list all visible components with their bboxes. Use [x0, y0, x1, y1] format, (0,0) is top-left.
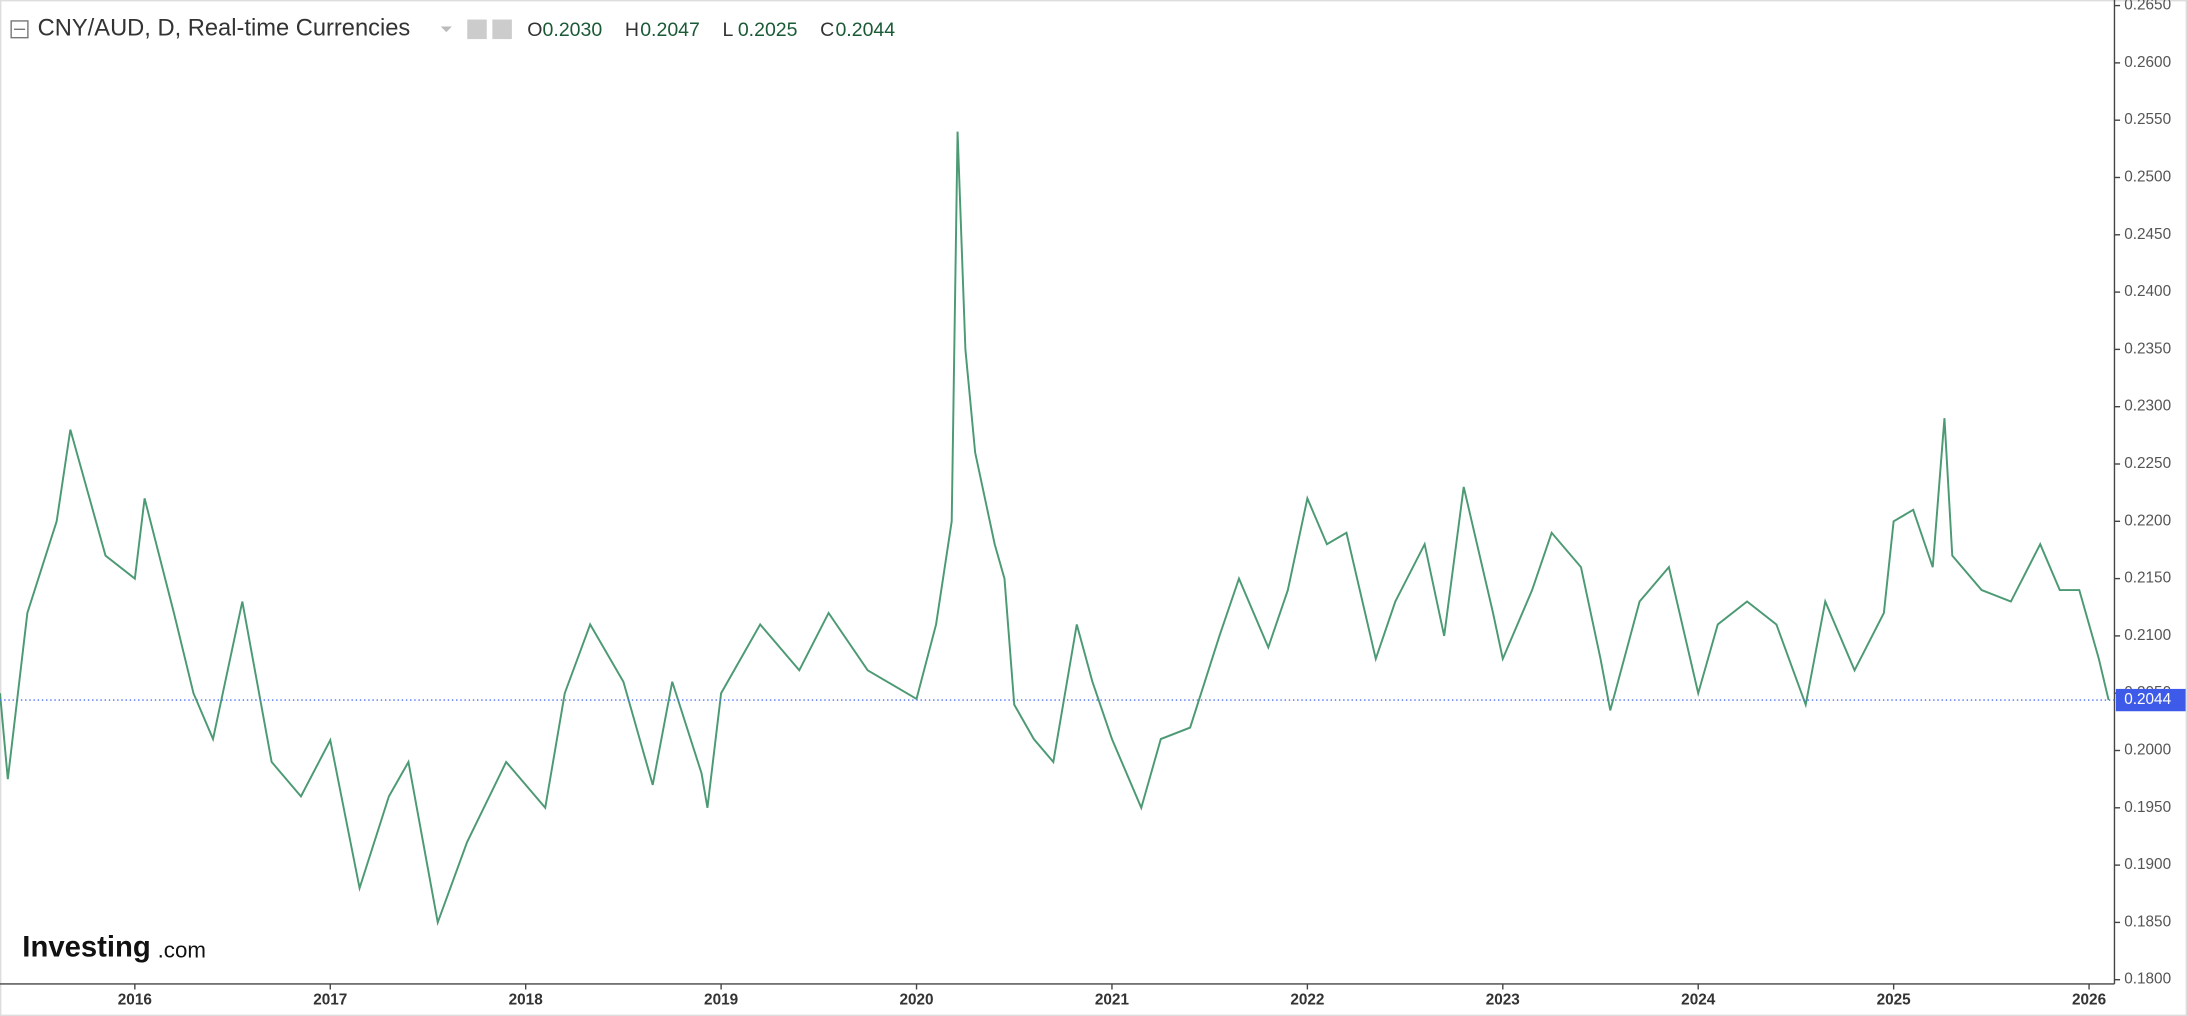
x-tick-label: 2026: [2072, 992, 2106, 1009]
x-tick-label: 2016: [118, 992, 152, 1009]
eye-icon[interactable]: [467, 19, 487, 40]
settings-icon[interactable]: [492, 19, 512, 40]
x-tick-label: 2025: [1877, 992, 1912, 1009]
ohlc-value: 0.2047: [640, 19, 700, 41]
y-tick-label: 0.2300: [2124, 398, 2171, 415]
x-tick-label: 2018: [509, 992, 544, 1009]
y-tick-label: 0.1950: [2124, 799, 2171, 816]
x-tick-label: 2021: [1095, 992, 1130, 1009]
x-tick-label: 2024: [1681, 992, 1716, 1009]
collapse-icon[interactable]: [10, 20, 29, 39]
y-tick-label: 0.2250: [2124, 455, 2171, 472]
y-tick-label: 0.1900: [2124, 856, 2171, 873]
ohlc-key: C: [820, 19, 834, 41]
ohlc-value: 0.2044: [835, 19, 895, 41]
x-tick-label: 2020: [899, 992, 933, 1009]
y-tick-label: 0.2000: [2124, 742, 2171, 759]
y-tick-label: 0.2500: [2124, 169, 2171, 186]
y-tick-label: 0.2150: [2124, 570, 2171, 587]
y-tick-label: 0.1800: [2124, 971, 2171, 988]
logo-suffix: .com: [158, 938, 206, 963]
x-tick-label: 2022: [1290, 992, 1324, 1009]
y-tick-label: 0.2400: [2124, 283, 2171, 300]
y-tick-label: 0.1850: [2124, 913, 2171, 930]
y-tick-label: 0.2350: [2124, 340, 2171, 357]
y-tick-label: 0.2650: [2124, 0, 2171, 14]
y-tick-label: 0.2450: [2124, 226, 2171, 243]
logo-main: Investing: [22, 931, 151, 964]
dropdown-arrow[interactable]: [440, 26, 452, 33]
symbol-title: CNY/AUD, D, Real-time Currencies: [38, 16, 411, 42]
ohlc-readout: O 0.2030 H 0.2047 L 0.2025 C 0.2044: [527, 19, 895, 41]
ohlc-key: O: [527, 19, 542, 41]
y-tick-label: 0.2600: [2124, 54, 2171, 71]
price-line: [0, 131, 2110, 927]
ohlc-key: H: [625, 19, 639, 41]
y-tick-label: 0.2100: [2124, 627, 2171, 644]
y-tick-label: 0.2200: [2124, 512, 2171, 529]
x-tick-label: 2019: [704, 992, 738, 1009]
y-tick-label: 0.2550: [2124, 111, 2171, 128]
ohlc-key: L: [722, 19, 733, 41]
last-price-badge: [2115, 688, 2186, 712]
x-tick-label: 2017: [313, 992, 347, 1009]
ohlc-value: 0.2025: [738, 19, 798, 41]
last-price-label: 0.2044: [2124, 691, 2171, 708]
x-tick-label: 2023: [1486, 992, 1520, 1009]
ohlc-value: 0.2030: [543, 19, 603, 41]
